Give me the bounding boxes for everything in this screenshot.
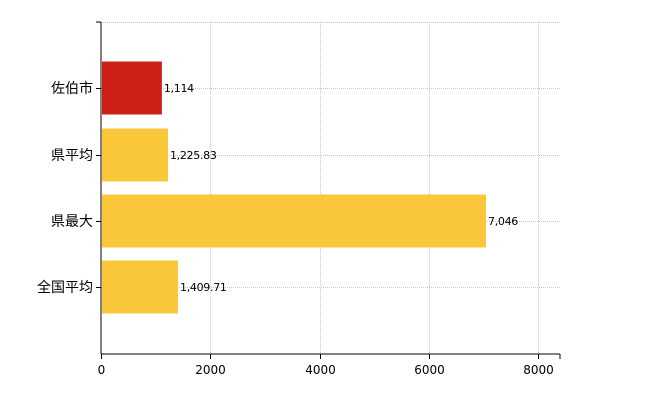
category-label: 県平均 [51,148,93,164]
x-tick-label: 6000 [414,363,445,377]
category-label: 佐伯市 [51,80,93,97]
bar [102,194,487,248]
labels: 0 2000 4000 6000 8000 佐伯市 1,114 県平均 1,225.83 県最大 7… [37,80,554,377]
value-label: 1,225.83 [170,149,217,162]
bar [102,128,168,182]
x-tick-label: 2000 [195,363,226,377]
category-label: 県最大 [51,214,93,230]
value-label: 1,114 [164,82,194,95]
bars [102,61,487,314]
bar [102,260,179,314]
x-tick-label: 4000 [305,363,336,377]
axes [96,21,561,359]
bar [102,61,162,115]
value-label: 1,409.71 [180,281,227,294]
x-tick-label: 0 [98,363,106,377]
category-label: 全国平均 [37,279,93,296]
x-tick-label: 8000 [523,363,554,377]
value-label: 7,046 [488,215,518,228]
